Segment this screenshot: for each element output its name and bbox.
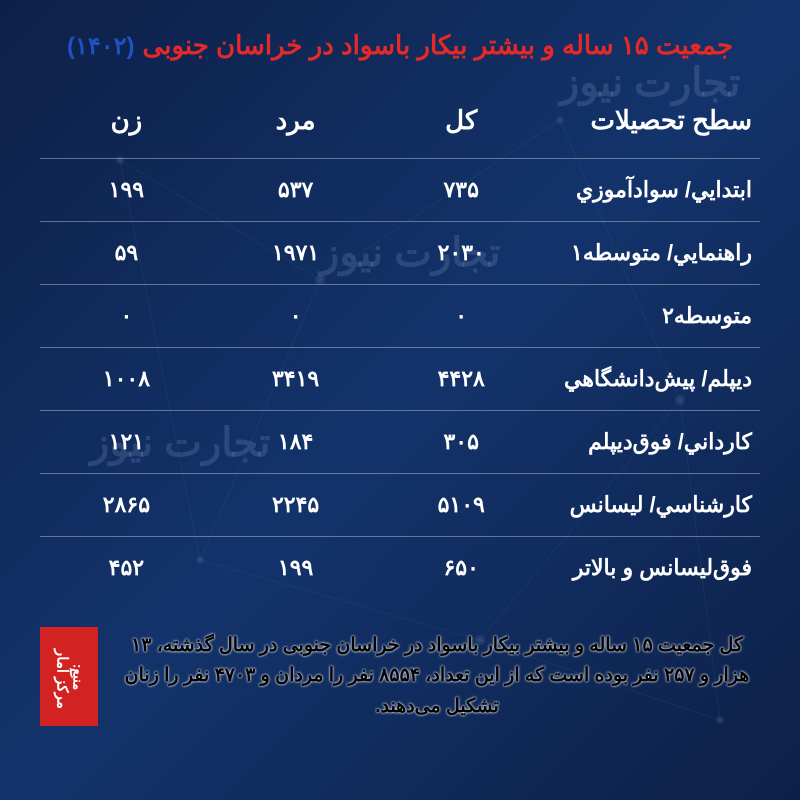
table-cell: ۳۴۱۹ bbox=[213, 348, 379, 411]
source-value: مرکز آمار bbox=[53, 649, 71, 709]
table-cell: كارشناسي/ ليسانس bbox=[544, 474, 760, 537]
table-cell: ۲۲۴۵ bbox=[213, 474, 379, 537]
table-cell: ۱۰۰۸ bbox=[40, 348, 213, 411]
table-cell: ديپلم/ پيش‌دانشگاهي bbox=[544, 348, 760, 411]
table-row: متوسطه۲۰۰۰ bbox=[40, 285, 760, 348]
table-cell: ۳۰۵ bbox=[378, 411, 544, 474]
table-row: ديپلم/ پيش‌دانشگاهي۴۴۲۸۳۴۱۹۱۰۰۸ bbox=[40, 348, 760, 411]
table-row: كارداني/ فوق‌ديپلم۳۰۵۱۸۴۱۲۱ bbox=[40, 411, 760, 474]
title-year: (۱۴۰۲) bbox=[67, 32, 135, 61]
table-cell: ۵۱۰۹ bbox=[378, 474, 544, 537]
source-label: منبع: bbox=[71, 664, 86, 690]
table-row: فوق‌ليسانس و بالاتر۶۵۰۱۹۹۴۵۲ bbox=[40, 537, 760, 600]
table-cell: ۵۹ bbox=[40, 222, 213, 285]
table-cell: ۶۵۰ bbox=[378, 537, 544, 600]
table-cell: فوق‌ليسانس و بالاتر bbox=[544, 537, 760, 600]
table-row: راهنمايي/ متوسطه۱۲۰۳۰۱۹۷۱۵۹ bbox=[40, 222, 760, 285]
table-cell: ۱۸۴ bbox=[213, 411, 379, 474]
table-cell: ابتدايي/ سوادآموزي bbox=[544, 159, 760, 222]
table-cell: كارداني/ فوق‌ديپلم bbox=[544, 411, 760, 474]
source-badge: منبع: مرکز آمار bbox=[40, 627, 98, 726]
table-cell: ۵۳۷ bbox=[213, 159, 379, 222]
table-cell: ۷۳۵ bbox=[378, 159, 544, 222]
table-cell: ۰ bbox=[40, 285, 213, 348]
table-header-cell: سطح تحصیلات bbox=[544, 85, 760, 159]
table-header-cell: کل bbox=[378, 85, 544, 159]
table-cell: ۴۵۲ bbox=[40, 537, 213, 600]
footer-row: کل جمعیت ۱۵ ساله و بیشتر بیکار باسواد در… bbox=[40, 627, 760, 726]
table-cell: ۲۰۳۰ bbox=[378, 222, 544, 285]
table-cell: ۱۹۹ bbox=[40, 159, 213, 222]
table-header-cell: زن bbox=[40, 85, 213, 159]
title-main: جمعیت ۱۵ ساله و بیشتر بیکار باسواد در خر… bbox=[143, 30, 734, 61]
table-cell: ۱۹۷۱ bbox=[213, 222, 379, 285]
table-cell: متوسطه۲ bbox=[544, 285, 760, 348]
table-row: ابتدايي/ سوادآموزي۷۳۵۵۳۷۱۹۹ bbox=[40, 159, 760, 222]
table-cell: ۰ bbox=[378, 285, 544, 348]
table-cell: ۱۲۱ bbox=[40, 411, 213, 474]
table-cell: ۴۴۲۸ bbox=[378, 348, 544, 411]
table-cell: راهنمايي/ متوسطه۱ bbox=[544, 222, 760, 285]
title-row: جمعیت ۱۵ ساله و بیشتر بیکار باسواد در خر… bbox=[40, 30, 760, 61]
table-cell: ۰ bbox=[213, 285, 379, 348]
footer-summary-text: کل جمعیت ۱۵ ساله و بیشتر بیکار باسواد در… bbox=[114, 627, 760, 726]
table-cell: ۲۸۶۵ bbox=[40, 474, 213, 537]
table-cell: ۱۹۹ bbox=[213, 537, 379, 600]
data-table: سطح تحصیلاتکلمردزن ابتدايي/ سوادآموزي۷۳۵… bbox=[40, 85, 760, 599]
table-header-cell: مرد bbox=[213, 85, 379, 159]
table-row: كارشناسي/ ليسانس۵۱۰۹۲۲۴۵۲۸۶۵ bbox=[40, 474, 760, 537]
